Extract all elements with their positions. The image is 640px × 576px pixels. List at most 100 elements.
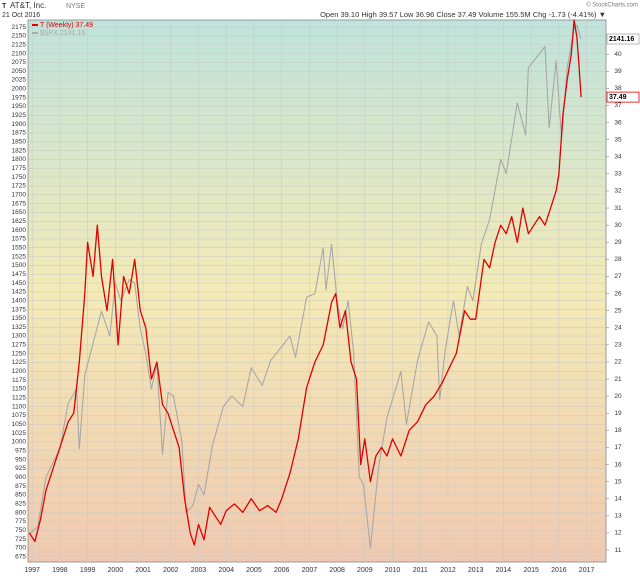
y-tick-label: 1450	[12, 280, 27, 287]
y-tick-label: 1275	[12, 342, 27, 349]
y-tick-label: 1350	[12, 315, 27, 322]
x-tick-label: 2003	[191, 567, 207, 574]
y2-tick-label: 26	[614, 290, 622, 297]
y2-tick-label: 24	[614, 324, 622, 331]
y2-tick-label: 23	[614, 342, 622, 349]
y-tick-label: 1900	[12, 121, 27, 128]
y-tick-label: 750	[15, 527, 26, 534]
x-tick-label: 1999	[80, 567, 96, 574]
y2-tick-label: 40	[614, 51, 622, 58]
quote: Open 39.10 High 39.57 Low 36.96 Close 37…	[320, 10, 606, 19]
exchange: NYSE	[66, 3, 85, 10]
y-tick-label: 1475	[12, 271, 27, 278]
y2-tick-label: 19	[614, 410, 622, 417]
x-tick-label: 2000	[108, 567, 124, 574]
y2-tick-label: 12	[614, 530, 622, 537]
y-tick-label: 775	[15, 518, 26, 525]
y-tick-label: 850	[15, 492, 26, 499]
last-value-tag	[606, 33, 640, 45]
y-tick-label: 1100	[12, 403, 26, 410]
x-tick-label: 2001	[135, 567, 151, 574]
y2-tick-label: 33	[614, 171, 622, 178]
y2-tick-label: 29	[614, 239, 622, 246]
y2-tick-label: 36	[614, 119, 622, 126]
x-tick-label: 1997	[24, 567, 40, 574]
y2-tick-label: 21	[614, 376, 622, 383]
y-tick-label: 1850	[12, 139, 27, 146]
x-tick-label: 2010	[385, 567, 401, 574]
y-tick-label: 1800	[12, 156, 27, 163]
y-tick-label: 1425	[12, 289, 27, 296]
y-tick-label: 950	[15, 456, 26, 463]
y-tick-label: 2050	[12, 68, 27, 75]
y-tick-label: 825	[15, 500, 26, 507]
x-tick-label: 2013	[468, 567, 484, 574]
x-tick-label: 2017	[579, 567, 595, 574]
y-tick-label: 1825	[12, 147, 27, 154]
y-tick-label: 725	[15, 536, 26, 543]
y2-tick-label: 18	[614, 427, 622, 434]
x-tick-label: 2005	[246, 567, 262, 574]
y-tick-label: 700	[15, 545, 26, 552]
title: AT&T, Inc.	[10, 1, 46, 10]
y2-tick-label: 15	[614, 478, 622, 485]
y-tick-label: 875	[15, 483, 26, 490]
y2-tick-label: 30	[614, 222, 622, 229]
y-tick-label: 1525	[12, 253, 27, 260]
y2-tick-label: 14	[614, 495, 622, 502]
credit: © StockCharts.com	[586, 2, 638, 9]
x-tick-label: 2004	[218, 567, 234, 574]
y2-tick-label: 16	[614, 461, 622, 468]
x-tick-label: 2007	[302, 567, 318, 574]
y-tick-label: 925	[15, 465, 26, 472]
y-tick-label: 1025	[12, 430, 27, 437]
y2-tick-label: 13	[614, 513, 622, 520]
y-tick-label: 1625	[12, 218, 27, 225]
x-tick-label: 2011	[413, 567, 428, 574]
x-tick-label: 2006	[274, 567, 290, 574]
y-tick-label: 1000	[12, 439, 27, 446]
y-tick-label: 1300	[12, 333, 27, 340]
y-tick-label: 1225	[12, 359, 27, 366]
x-tick-label: 2014	[496, 567, 512, 574]
y2-tick-label: 32	[614, 188, 622, 195]
y-tick-label: 1075	[12, 412, 27, 419]
y-tick-label: 1875	[12, 130, 27, 137]
y2-tick-label: 37	[614, 102, 622, 109]
x-tick-label: 2016	[551, 567, 567, 574]
y-tick-label: 1125	[12, 395, 26, 402]
y-tick-label: 1775	[12, 165, 27, 172]
y2-tick-label: 25	[614, 307, 622, 314]
legend-label: $SPX 2141.16	[40, 30, 85, 37]
y-tick-label: 1750	[12, 174, 27, 181]
y-tick-label: 1400	[12, 297, 27, 304]
y-tick-label: 2150	[12, 33, 27, 40]
y-tick-label: 1950	[12, 103, 27, 110]
y-tick-label: 1050	[12, 421, 27, 428]
y2-tick-label: 17	[614, 444, 622, 451]
x-tick-label: 2012	[440, 567, 456, 574]
y-tick-label: 2000	[12, 86, 27, 93]
date: 21 Oct 2016	[2, 12, 40, 19]
y-tick-label: 900	[15, 474, 26, 481]
y-tick-label: 675	[15, 553, 26, 560]
y2-tick-label: 39	[614, 68, 622, 75]
y2-tick-label: 11	[615, 547, 622, 554]
y-tick-label: 2175	[12, 24, 27, 31]
series-line	[28, 19, 582, 546]
y2-tick-label: 22	[614, 359, 622, 366]
legend-label: T (Weekly) 37.49	[40, 22, 93, 29]
y-tick-label: 1700	[12, 192, 27, 199]
y2-tick-label: 28	[614, 256, 622, 263]
y-tick-label: 1975	[12, 94, 27, 101]
last-value-label: 37.49	[609, 94, 627, 101]
x-tick-label: 2002	[163, 567, 179, 574]
y-tick-label: 1675	[12, 200, 27, 207]
y-tick-label: 1925	[12, 112, 27, 119]
x-tick-label: 1998	[52, 567, 68, 574]
y2-tick-label: 38	[614, 85, 622, 92]
y-tick-label: 2125	[12, 41, 27, 48]
ticker-icon: T	[2, 3, 7, 10]
y2-tick-label: 20	[614, 393, 622, 400]
